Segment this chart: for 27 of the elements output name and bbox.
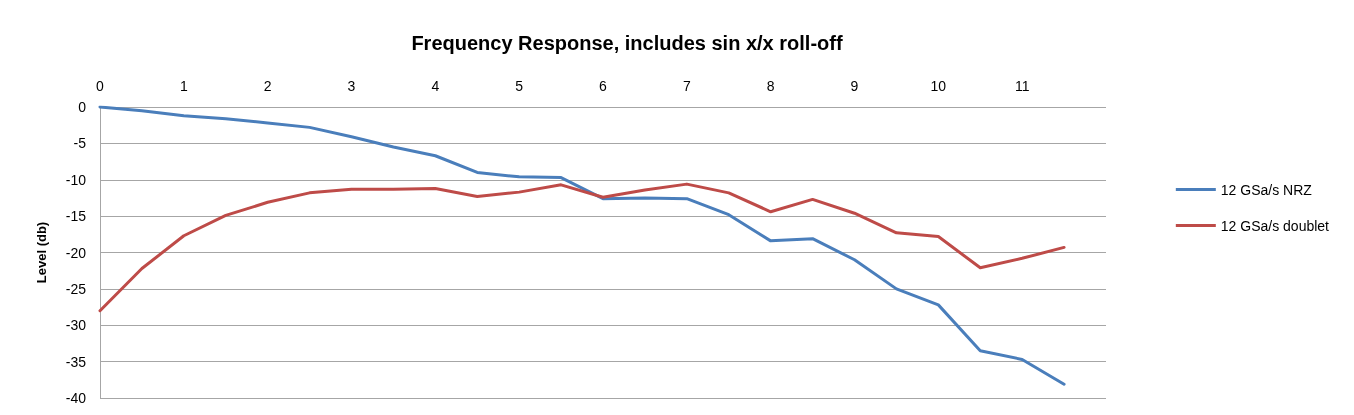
legend-label: 12 GSa/s doublet bbox=[1220, 217, 1330, 234]
x-tick-label: 0 bbox=[96, 78, 105, 94]
y-tick-label: 0 bbox=[78, 99, 87, 115]
y-tick-label: -25 bbox=[65, 280, 87, 297]
y-tick-label: -35 bbox=[65, 353, 87, 370]
x-tick-label: 10 bbox=[930, 78, 947, 94]
x-tick-label: 5 bbox=[515, 78, 524, 94]
line-series bbox=[98, 105, 1066, 386]
x-tick-label: 7 bbox=[682, 78, 691, 94]
x-tick-label: 8 bbox=[766, 78, 775, 94]
y-tick-label: -40 bbox=[65, 390, 87, 406]
y-tick-label: -5 bbox=[73, 135, 87, 152]
chart-title: Frequency Response, includes sin x/x roll-off bbox=[411, 32, 843, 54]
x-tick-label: 9 bbox=[850, 78, 859, 94]
x-tick-label: 2 bbox=[263, 78, 272, 94]
x-tick-label: 11 bbox=[1014, 78, 1030, 94]
y-tick-label: -20 bbox=[65, 244, 87, 261]
y-tick-label: -15 bbox=[65, 208, 87, 225]
y-tick-label: -30 bbox=[65, 317, 87, 334]
x-tick-label: 3 bbox=[347, 78, 356, 94]
y-tick-label: -10 bbox=[65, 171, 87, 188]
legend-label: 12 GSa/s NRZ bbox=[1220, 181, 1313, 198]
x-tick-label: 6 bbox=[599, 78, 608, 94]
x-tick-label: 4 bbox=[431, 78, 440, 94]
line-series bbox=[98, 182, 1066, 313]
x-tick-label: 1 bbox=[179, 78, 188, 94]
y-axis-title: Level (db) bbox=[34, 221, 49, 284]
